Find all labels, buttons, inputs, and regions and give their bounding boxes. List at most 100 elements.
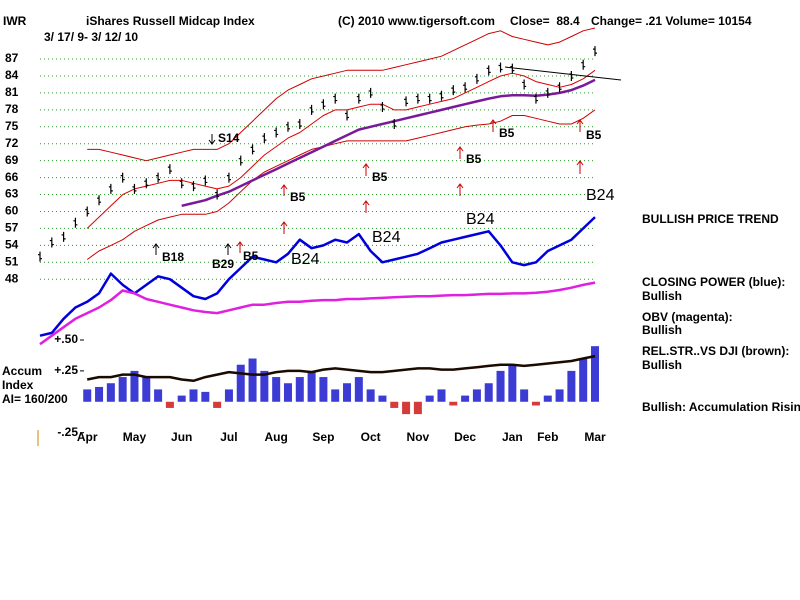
signal-label: B5: [586, 128, 602, 142]
price-bar: [85, 206, 90, 217]
y-tick-label: 57: [5, 221, 19, 235]
price-bar: [463, 82, 468, 93]
price-bar: [380, 102, 385, 113]
accumulation-bar: [213, 401, 222, 408]
source: (C) 2010 www.tigersoft.com: [338, 14, 495, 28]
buy-arrow: [280, 184, 288, 196]
buy-arrow: [362, 200, 370, 213]
buy-arrow: [456, 183, 464, 196]
accumulation-bar: [555, 389, 564, 402]
price-bar: [368, 87, 373, 98]
x-tick-label: Sep: [312, 430, 334, 444]
indicator-note: Bullish: [642, 289, 682, 303]
price-bar: [392, 118, 397, 129]
buy-arrow: [236, 241, 244, 253]
price-bar: [120, 172, 125, 183]
y-tick-label: 75: [5, 119, 19, 133]
price-bar: [179, 178, 184, 189]
price-bar: [191, 181, 196, 192]
accumulation-bar: [461, 395, 470, 402]
price-bar: [156, 172, 161, 183]
series-line: [39, 216, 596, 337]
price-bar: [474, 73, 479, 84]
y-tick-label: +.25: [54, 363, 78, 377]
signal-label: B5: [499, 126, 515, 140]
buy-arrow: [489, 119, 497, 132]
indicator-note: Bullish: [642, 358, 682, 372]
buy-arrow: [280, 221, 288, 234]
panel-title: Accum: [2, 364, 42, 378]
price-bar: [333, 93, 338, 104]
x-tick-label: Oct: [361, 430, 381, 444]
accumulation-bar: [508, 364, 517, 402]
price-bar: [144, 178, 149, 189]
accumulation-bar: [260, 370, 269, 402]
accumulation-bar: [425, 395, 434, 402]
chart-title: iShares Russell Midcap Index: [86, 14, 255, 28]
accumulation-bar: [531, 401, 540, 406]
signal-arrows: [152, 119, 584, 255]
accumulation-bar: [390, 401, 399, 408]
indicator-note: Bullish: Accumulation Rising: [642, 400, 800, 414]
price-bar: [545, 87, 550, 98]
y-tick-label: 87: [5, 51, 19, 65]
accumulation-bar: [118, 377, 127, 402]
series-line: [181, 78, 596, 208]
panel-note: AI= 160/200: [2, 392, 68, 406]
price-bar: [97, 195, 102, 206]
accumulation-bar: [224, 389, 233, 402]
accumulation-bar: [307, 370, 316, 402]
y-tick-label: 51: [5, 254, 19, 268]
series-line: [86, 109, 596, 260]
indicator-note: OBV (magenta):: [642, 310, 733, 324]
price-bar: [498, 62, 503, 73]
accumulation-bar: [283, 383, 292, 402]
price-bar: [533, 93, 538, 104]
x-tick-label: Apr: [77, 430, 98, 444]
buy-arrow: [456, 146, 464, 159]
series-line: [86, 354, 596, 383]
panel-subtitle: Index: [2, 378, 34, 392]
accumulation-bar: [189, 389, 198, 402]
accumulation-bar: [449, 401, 458, 406]
price-bar: [285, 121, 290, 132]
accumulation-bar: [319, 377, 328, 402]
accumulation-bar: [83, 389, 92, 402]
accumulation-bar: [366, 389, 375, 402]
price-bar: [238, 155, 243, 166]
price-bar: [203, 175, 208, 186]
signal-label: B24: [291, 251, 320, 268]
symbol: IWR: [3, 14, 27, 28]
x-tick-label: Mar: [584, 430, 606, 444]
price-bar: [215, 189, 220, 200]
x-tick-label: Aug: [265, 430, 288, 444]
accumulation-bar: [331, 389, 340, 402]
signal-label: B24: [372, 229, 401, 246]
y-tick-label: 69: [5, 153, 19, 167]
price-bar: [345, 110, 350, 121]
signal-label: B5: [372, 170, 388, 184]
price-bar: [108, 183, 113, 194]
accumulation-bar: [591, 346, 599, 402]
close-stat: Close= 88.4: [510, 14, 580, 28]
accumulation-bar: [413, 401, 422, 415]
price-bar: [61, 231, 66, 242]
accumulation-bar: [567, 370, 576, 402]
accumulation-bar: [579, 358, 588, 402]
date-range: 3/ 17/ 9- 3/ 12/ 10: [44, 30, 138, 44]
indicator-note: REL.STR..VS DJI (brown):: [642, 344, 789, 358]
y-tick-label: +.50: [54, 332, 78, 346]
accumulation-bar: [496, 370, 505, 402]
price-bar: [451, 85, 456, 96]
x-tick-label: Jun: [171, 430, 192, 444]
price-bar: [250, 144, 255, 155]
indicator-note: Bullish: [642, 323, 682, 337]
accumulation-bar: [130, 370, 139, 402]
indicator-note: BULLISH PRICE TREND: [642, 212, 779, 226]
accumulation-bar: [177, 395, 186, 402]
accumulation-bar: [165, 401, 174, 408]
accumulation-bar: [295, 377, 304, 402]
y-tick-label: 48: [5, 271, 19, 285]
accumulation-bar: [472, 389, 481, 402]
price-bar: [581, 59, 586, 70]
